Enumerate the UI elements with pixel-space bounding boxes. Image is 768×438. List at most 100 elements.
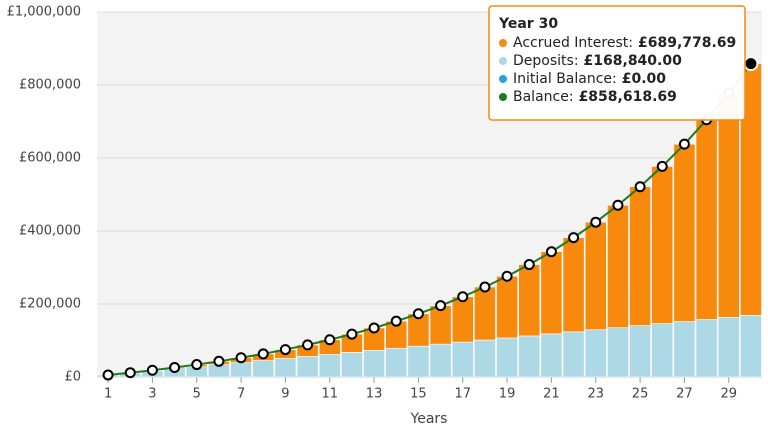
balance-marker: [146, 364, 158, 376]
bar-segment: [584, 221, 607, 331]
bar-segment: [651, 323, 674, 378]
tooltip-value: £689,778.69: [638, 35, 736, 51]
tooltip-bullet: [499, 75, 507, 83]
x-tick-label: 9: [281, 387, 289, 402]
bar-segment: [562, 331, 585, 378]
x-tick-label: 3: [148, 387, 156, 402]
bar-segment: [717, 92, 740, 318]
bar-segment: [695, 119, 718, 320]
bar-segment: [518, 335, 541, 378]
balance-marker: [568, 232, 580, 244]
bar-segment: [407, 345, 430, 378]
tooltip-value: £858,618.69: [579, 89, 677, 105]
tooltip-value: £168,840.00: [584, 53, 683, 69]
balance-marker: [346, 328, 358, 340]
balance-marker: [368, 322, 380, 334]
balance-marker: [545, 246, 557, 258]
x-tick-label: 21: [543, 387, 560, 402]
balance-marker: [191, 359, 203, 371]
bar-segment: [695, 319, 718, 378]
x-tick-label: 1: [104, 387, 112, 402]
balance-marker: [743, 56, 759, 72]
bar-segment: [607, 327, 629, 378]
tooltip-bullet: [499, 93, 507, 101]
balance-marker: [169, 362, 181, 374]
bar-segment: [496, 275, 518, 339]
bar-segment: [474, 286, 496, 341]
x-tick-label: 15: [410, 387, 427, 402]
tooltip: Year 30 Accrued Interest: £689,778.69 Depos…: [488, 5, 746, 121]
x-tick-label: 5: [193, 387, 201, 402]
balance-marker: [501, 270, 513, 282]
balance-marker: [102, 369, 114, 381]
bar-segment: [385, 347, 408, 378]
bar-segment: [429, 305, 452, 345]
x-tick-label: 17: [454, 387, 471, 402]
x-tick-label: 11: [321, 387, 338, 402]
balance-marker: [213, 355, 225, 367]
y-tick-label: £800,000: [19, 78, 81, 93]
bar-segment: [540, 333, 563, 378]
x-tick-label: 19: [499, 387, 516, 402]
balance-marker: [523, 259, 535, 271]
bar-segment: [740, 315, 762, 378]
bar-segment: [518, 264, 541, 337]
balance-marker: [279, 344, 291, 356]
tooltip-bullet: [499, 39, 507, 47]
bar-segment: [629, 186, 651, 326]
tooltip-row: Accrued Interest: £689,778.69: [513, 35, 736, 51]
bar-segment: [584, 329, 607, 378]
balance-marker: [656, 160, 668, 172]
y-tick-label: £400,000: [19, 224, 81, 239]
bar-segment: [717, 317, 740, 378]
bar-segment: [296, 356, 319, 378]
tooltip-label: Initial Balance:: [513, 71, 617, 87]
balance-marker: [257, 348, 269, 360]
balance-marker: [124, 367, 136, 379]
bar-segment: [629, 325, 651, 378]
tooltip-label: Balance:: [513, 89, 574, 105]
tooltip-box: [488, 5, 746, 121]
bar-segment: [429, 343, 452, 378]
balance-marker: [612, 199, 624, 211]
y-tick-label: £600,000: [19, 151, 81, 166]
y-tick-label: £1,000,000: [7, 5, 81, 20]
y-tick-label: £200,000: [19, 297, 81, 312]
bar-segment: [318, 354, 341, 378]
bar-segment: [252, 360, 275, 378]
balance-marker: [390, 315, 402, 327]
balance-marker: [412, 308, 424, 320]
balance-marker: [457, 291, 469, 303]
balance-marker: [678, 138, 690, 150]
y-tick-label: £0: [64, 370, 81, 385]
bar-segment: [496, 337, 518, 378]
balance-marker: [302, 339, 314, 351]
tooltip-label: Deposits:: [513, 53, 579, 69]
bar-segment: [562, 237, 585, 333]
tooltip-row: Balance: £858,618.69: [513, 89, 677, 105]
x-tick-label: 25: [632, 387, 649, 402]
bar-segment: [363, 349, 385, 378]
balance-marker: [435, 300, 447, 312]
bar-segment: [540, 251, 563, 335]
x-axis-title: Years: [410, 411, 448, 427]
x-tick-label: 27: [676, 387, 693, 402]
balance-marker: [324, 334, 336, 346]
bar-segment: [673, 321, 696, 378]
bar-segment: [607, 204, 629, 328]
balance-marker: [590, 216, 602, 228]
bar-segment: [651, 166, 674, 324]
x-tick-label: 29: [720, 387, 737, 402]
tooltip-row: Deposits: £168,840.00: [513, 53, 682, 69]
bar-segment: [341, 352, 363, 378]
tooltip-label: Accrued Interest:: [513, 35, 633, 51]
bar-segment: [451, 296, 474, 343]
x-tick-label: 13: [366, 387, 383, 402]
bar-segment: [474, 339, 496, 378]
x-tick-label: 7: [237, 387, 245, 402]
balance-marker: [479, 281, 491, 293]
balance-marker: [235, 352, 247, 364]
bar-segment: [274, 358, 297, 378]
tooltip-bullet: [499, 57, 507, 65]
